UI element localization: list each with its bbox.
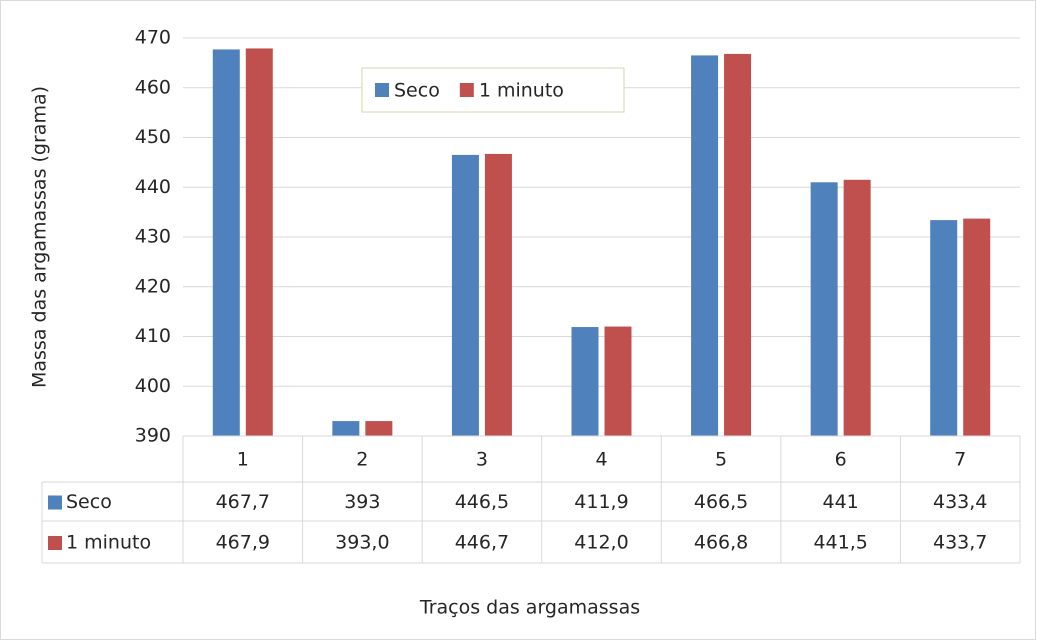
bar: [571, 327, 599, 436]
y-tick-label: 420: [135, 275, 171, 297]
bar: [212, 49, 240, 436]
x-tick-label: 2: [356, 449, 368, 471]
bar: [332, 421, 360, 436]
table-value: 441: [823, 491, 859, 513]
table-legend-label: 1 minuto: [66, 532, 151, 554]
table-value: 446,7: [455, 532, 509, 554]
y-tick-label: 460: [135, 76, 171, 98]
table-legend-key: [48, 536, 62, 550]
table-legend-key: [48, 495, 62, 510]
table-value: 466,8: [694, 532, 748, 554]
table-value: 433,7: [933, 532, 987, 554]
legend-box: [361, 67, 625, 113]
bar: [365, 421, 393, 436]
x-tick-label: 5: [715, 449, 727, 471]
x-tick-label: 6: [835, 449, 847, 471]
table-value: 411,9: [574, 491, 628, 513]
x-tick-label: 4: [595, 449, 607, 471]
bar: [604, 326, 632, 436]
bar: [245, 48, 273, 436]
bar: [810, 182, 838, 436]
bar: [930, 220, 958, 436]
y-tick-label: 390: [135, 425, 171, 447]
x-tick-label: 3: [476, 449, 488, 471]
table-value: 466,5: [694, 491, 748, 513]
bar: [484, 153, 512, 437]
bar: [724, 53, 752, 437]
table-value: 393: [344, 491, 380, 513]
legend-key: [459, 83, 474, 97]
table-value: 441,5: [813, 532, 867, 554]
table-value: 393,0: [335, 532, 389, 554]
legend-key: [375, 83, 389, 97]
y-axis-title: Massa das argamassas (grama): [29, 86, 51, 388]
table-value: 467,9: [216, 532, 270, 554]
bar: [691, 55, 719, 436]
y-tick-label: 430: [135, 226, 171, 248]
x-tick-label: 1: [237, 449, 249, 471]
y-tick-label: 440: [135, 176, 171, 198]
bar: [963, 218, 991, 436]
y-tick-label: 470: [135, 27, 171, 49]
bar: [451, 154, 479, 436]
bar: [843, 179, 871, 436]
legend-label: 1 minuto: [479, 80, 564, 102]
y-tick-label: 410: [135, 325, 171, 347]
y-tick-label: 400: [135, 375, 171, 397]
table-value: 433,4: [933, 491, 987, 513]
legend-label: Seco: [394, 80, 440, 102]
y-tick-label: 450: [135, 126, 171, 148]
x-tick-label: 7: [954, 449, 966, 471]
table-value: 446,5: [455, 491, 509, 513]
table-value: 412,0: [574, 532, 628, 554]
table-legend-label: Seco: [66, 491, 112, 513]
table-value: 467,7: [216, 491, 270, 513]
x-axis-title: Traços das argamassas: [419, 597, 640, 619]
